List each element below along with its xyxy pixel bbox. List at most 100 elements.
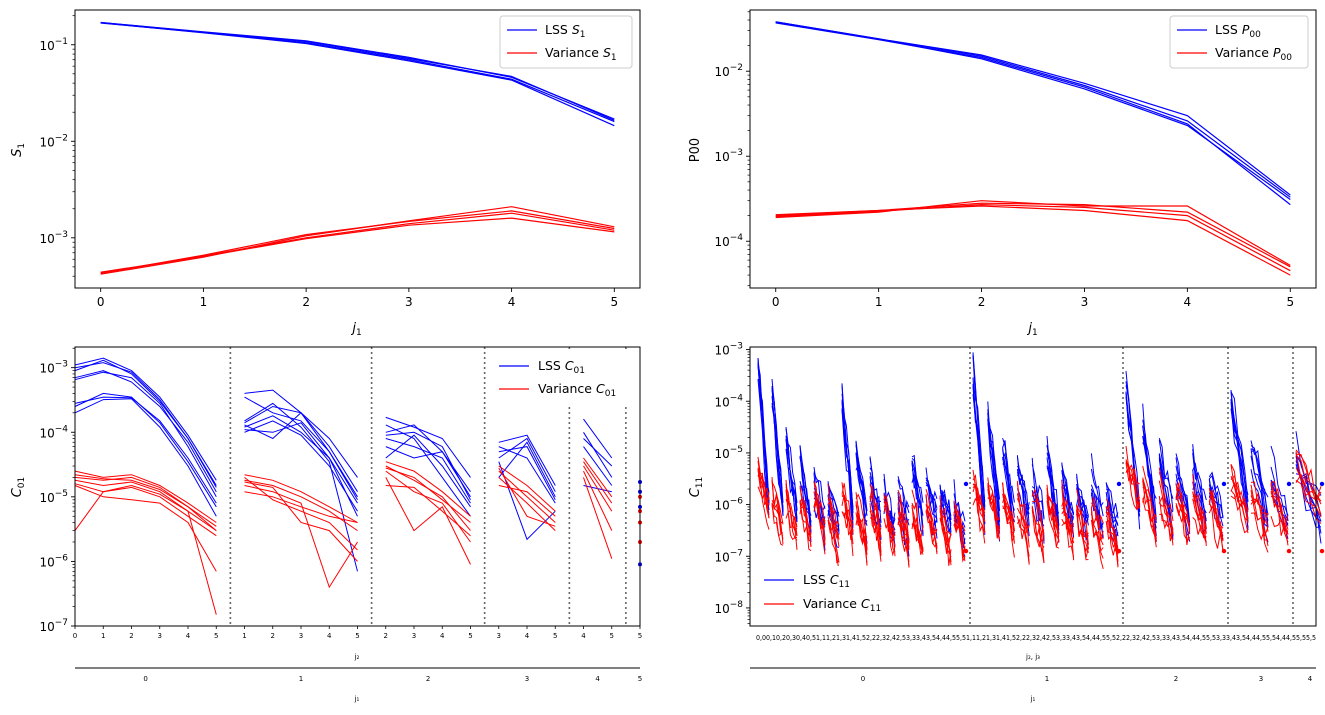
legend-s1: LSS S1 Variance S1	[499, 15, 633, 69]
c11-lss-point	[1319, 481, 1325, 487]
c01-variance-line	[385, 461, 471, 517]
s1-variance-line	[100, 217, 615, 273]
c01-xtick-label: 3	[497, 632, 501, 640]
c01-lss-line	[74, 392, 217, 508]
legend-p00: LSS P00 Variance P00	[1169, 15, 1309, 69]
c11-lss-line	[1250, 455, 1269, 528]
c11-variance-line	[897, 517, 910, 567]
c11-variance-point	[1116, 548, 1122, 554]
c01-variance-line	[385, 485, 471, 537]
c01-xtick-label: 4	[327, 632, 332, 640]
c11-variance-line	[1295, 451, 1322, 515]
c11-lss-line	[1031, 464, 1045, 519]
s1-lss-line	[100, 22, 615, 127]
c11-xlabel-j1: j₁	[1030, 695, 1036, 703]
c01-xtick-label: 4	[440, 632, 445, 640]
c11-variance-line	[1192, 500, 1207, 547]
c11-lss-line	[987, 418, 1001, 542]
legend-variance-label: Variance C01	[538, 381, 616, 399]
c11-lss-line	[1046, 452, 1060, 531]
c11-lss-line	[1175, 457, 1191, 523]
c11-lss-line	[827, 481, 840, 514]
c01-xtick-label: 5	[553, 632, 557, 640]
c11-variance-line	[1158, 472, 1174, 531]
p00-ytick-label: 10−2	[714, 63, 743, 79]
c01-variance-line	[74, 474, 217, 531]
c01-variance-line	[244, 485, 358, 589]
c01-lss-line	[498, 441, 556, 498]
c11-variance-line	[799, 501, 812, 542]
c11-lss-line	[939, 485, 952, 524]
c11-variance-line	[1002, 482, 1015, 534]
c11-variance-line	[925, 510, 938, 532]
c11-variance-line	[1016, 515, 1030, 565]
c11-lss-line	[1192, 453, 1207, 514]
c11-variance-line	[1142, 498, 1157, 548]
c11-variance-line	[1002, 493, 1015, 532]
c11-j1-label: 3	[1259, 675, 1263, 683]
c11-j2j3-tick-labels: 0,00,10,20,30,40,51,11,21,31,41,52,22,32…	[756, 634, 1316, 642]
c11-j1-label: 0	[861, 675, 865, 683]
c11-variance-line	[841, 495, 854, 524]
c01-lss-line	[74, 370, 217, 492]
c11-lss-point	[1221, 481, 1227, 487]
c11-variance-line	[1125, 445, 1141, 509]
legend-box	[1169, 15, 1309, 69]
c01-lss-line	[244, 415, 358, 504]
p00-xtick-label: 2	[978, 295, 986, 309]
c01-ytick-label: 10−5	[39, 489, 68, 505]
c11-variance-line	[757, 467, 770, 530]
c01-lss-line	[244, 422, 358, 517]
c11-variance-line	[897, 522, 910, 568]
s1-ytick-label: 10−3	[39, 230, 68, 246]
c11-ytick-label: 10−6	[714, 497, 743, 513]
c11-variance-line	[827, 483, 840, 532]
c11-lss-line	[855, 440, 868, 511]
c01-variance-line	[583, 457, 613, 498]
c11-variance-line	[1158, 495, 1174, 546]
c11-ylabel: C11	[688, 477, 705, 498]
c11-variance-line	[987, 486, 1000, 528]
c01-variance-line	[74, 470, 217, 523]
s1-plot: 10−1 10−2 10−3 0 1 2 3 4 5	[39, 9, 641, 309]
c11-lss-line	[1250, 445, 1269, 516]
p00-xtick-label: 3	[1081, 295, 1089, 309]
c11-variance-line	[869, 509, 882, 553]
c11-variance-line	[869, 486, 882, 536]
c11-lss-line	[1002, 440, 1015, 511]
c11-variance-line	[869, 491, 882, 544]
c01-lss-line	[385, 424, 471, 492]
c01-lss-line	[385, 424, 471, 517]
c01-lss-line	[583, 446, 613, 486]
c01-plot: 10−3 10−4 10−5 10−6 10−7 0 1 2 3 4 5 0 1 2 3 4 5 1 2 3 4 5 2 3 4…	[39, 346, 642, 683]
c01-xtick-label: 3	[158, 632, 162, 640]
legend-box	[490, 352, 630, 404]
legend-lss-label: LSS C11	[803, 572, 850, 590]
c11-variance-line	[987, 483, 1001, 540]
p00-variance-line	[775, 205, 1291, 276]
c01-variance-line	[498, 470, 556, 523]
c01-variance-line	[498, 485, 556, 517]
c11-variance-line	[911, 502, 924, 541]
c01-variance-line	[74, 485, 217, 572]
legend-variance-label: Variance C11	[803, 596, 881, 614]
c01-variance-line	[583, 465, 613, 512]
c11-variance-point	[963, 548, 969, 554]
c11-lss-point	[1116, 481, 1122, 487]
s1-xtick-label: 2	[302, 295, 310, 309]
c01-lss-line	[74, 398, 217, 517]
c11-variance-line	[1175, 502, 1191, 543]
c11-lss-line	[897, 476, 910, 515]
c11-variance-line	[1046, 500, 1060, 547]
legend-variance-label: Variance S1	[545, 45, 617, 63]
c11-ytick-label: 10−5	[714, 445, 743, 461]
c11-variance-line	[827, 522, 840, 572]
c11-lss-line	[799, 445, 812, 522]
c11-lss-line	[1250, 448, 1269, 521]
c11-lss-line	[1158, 453, 1174, 537]
p00-frame	[749, 9, 1317, 289]
c11-variance-point	[1286, 548, 1292, 554]
c01-lss-line	[385, 431, 471, 501]
c01-lss-line	[583, 438, 613, 467]
c01-xtick-label: 4	[525, 632, 530, 640]
